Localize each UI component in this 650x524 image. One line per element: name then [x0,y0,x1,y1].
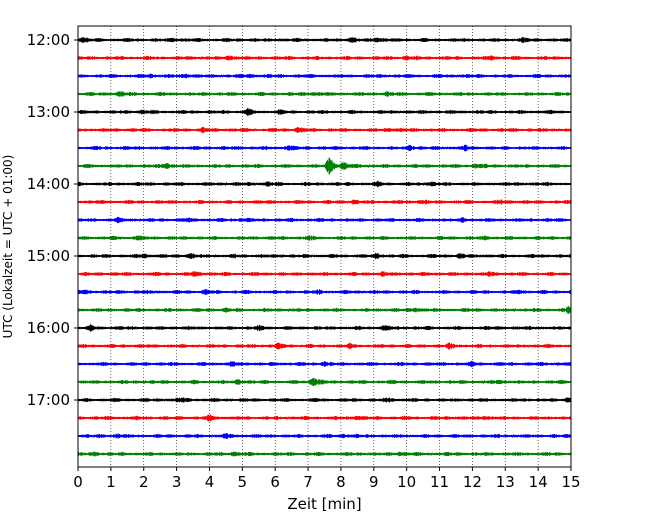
y-tick-label: 12:00 [27,31,70,49]
plot-frame [77,25,572,468]
y-tick-label: 13:00 [27,103,70,121]
x-tick-label: 13 [496,473,515,491]
x-tick-label: 7 [303,473,313,491]
x-tick-label: 5 [238,473,248,491]
x-tick-label: 10 [397,473,416,491]
x-tick-label: 14 [529,473,548,491]
x-tick-label: 12 [463,473,482,491]
x-tick-label: 0 [73,473,83,491]
x-axis-label: Zeit [min] [287,495,361,513]
x-tick-label: 11 [430,473,449,491]
x-tick-label: 9 [369,473,379,491]
seismic-traces [77,36,572,457]
y-tick-label: 15:00 [27,247,70,265]
x-tick-label: 1 [106,473,116,491]
y-tick-label: 17:00 [27,391,70,409]
x-tick-label: 15 [561,473,580,491]
x-axis-ticks: 0 1 2 3 4 5 6 7 8 9 10 11 12 13 14 15 [73,467,581,491]
x-tick-label: 3 [172,473,182,491]
x-tick-label: 8 [336,473,346,491]
y-axis-ticks: 12:00 13:00 14:00 15:00 16:00 17:00 [27,31,78,409]
y-tick-label: 14:00 [27,175,70,193]
x-tick-label: 4 [205,473,215,491]
y-axis-label: UTC (Lokalzeit = UTC + 01:00) [1,155,15,339]
y-tick-label: 16:00 [27,319,70,337]
x-tick-label: 6 [270,473,280,491]
x-tick-label: 2 [139,473,149,491]
